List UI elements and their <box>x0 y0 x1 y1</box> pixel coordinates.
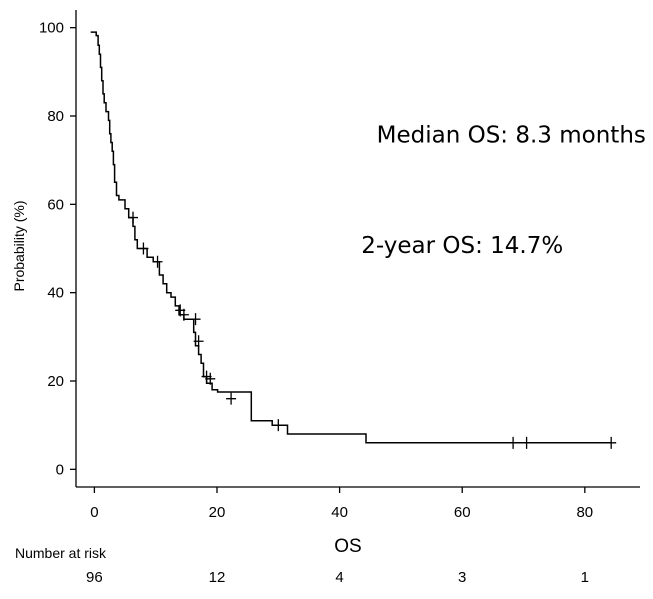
risk-table-title: Number at risk <box>15 545 107 561</box>
x-tick-label-80: 80 <box>576 504 593 521</box>
x-tick-label-20: 20 <box>209 504 226 521</box>
censor-mark <box>190 313 201 326</box>
y-tick-label-100: 100 <box>39 20 64 37</box>
censor-mark <box>193 335 204 348</box>
y-tick-label-80: 80 <box>47 108 64 125</box>
censor-mark <box>521 436 532 449</box>
x-axis-title: OS <box>334 536 361 557</box>
censor-mark <box>606 436 617 449</box>
risk-count-60: 3 <box>458 569 466 586</box>
risk-count-20: 12 <box>209 569 226 586</box>
x-axis-ticks: 0 20 40 60 80 <box>90 487 593 521</box>
x-tick-label-0: 0 <box>90 504 98 521</box>
censor-mark <box>273 419 284 432</box>
risk-count-0: 96 <box>86 569 103 586</box>
censor-mark <box>128 211 139 224</box>
censor-mark <box>508 436 519 449</box>
x-tick-label-40: 40 <box>331 504 348 521</box>
y-tick-label-20: 20 <box>47 373 64 390</box>
median-os-annotation: Median OS: 8.3 months <box>377 123 646 149</box>
risk-count-40: 4 <box>335 569 343 586</box>
two-year-os-annotation: 2-year OS: 14.7% <box>361 233 563 259</box>
y-tick-label-0: 0 <box>56 461 64 478</box>
x-tick-label-60: 60 <box>454 504 471 521</box>
y-axis-ticks: 0 20 40 60 80 100 <box>39 20 76 478</box>
censor-marks <box>128 211 617 449</box>
y-tick-label-60: 60 <box>47 196 64 213</box>
censor-mark <box>226 392 237 405</box>
risk-count-80: 1 <box>581 569 589 586</box>
censor-mark <box>205 372 216 385</box>
y-axis-title: Probability (%) <box>11 200 27 291</box>
y-tick-label-40: 40 <box>47 285 64 302</box>
censor-mark <box>178 308 189 321</box>
censor-mark <box>138 242 149 255</box>
risk-table-values: 96 12 4 3 1 <box>86 569 589 586</box>
censor-mark <box>152 255 163 268</box>
